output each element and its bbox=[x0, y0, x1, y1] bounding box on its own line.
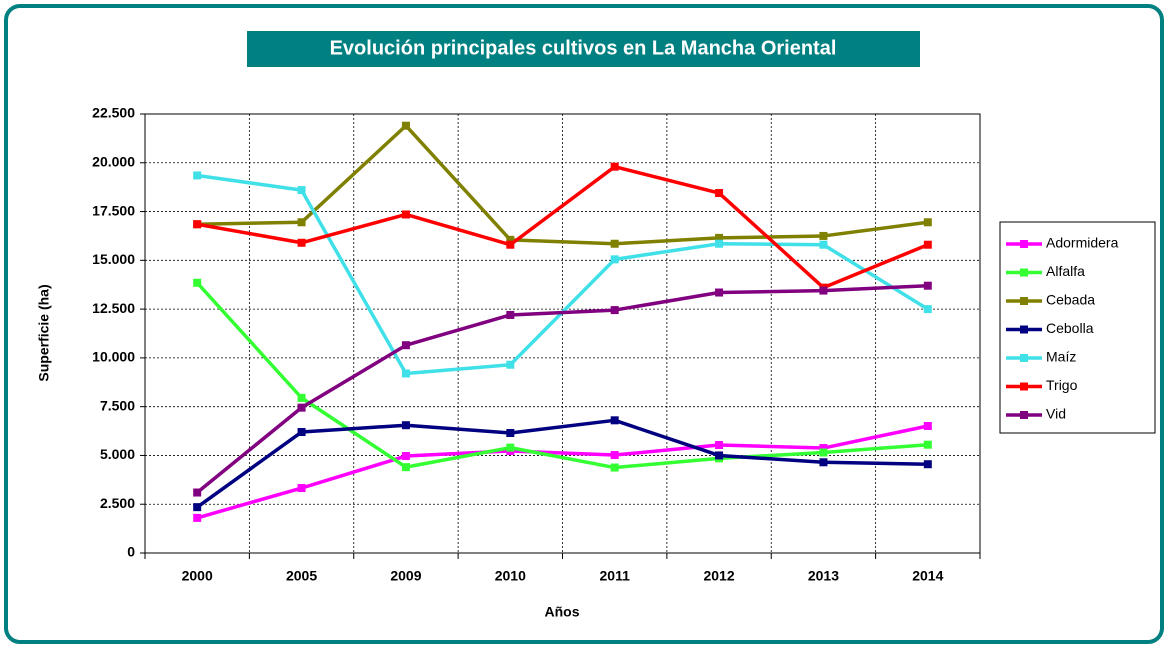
legend-label: Vid bbox=[1046, 406, 1066, 422]
legend-marker bbox=[1020, 240, 1028, 248]
legend-label: Cebolla bbox=[1046, 320, 1094, 336]
point bbox=[506, 235, 515, 244]
point bbox=[506, 429, 515, 438]
point bbox=[715, 239, 724, 248]
point bbox=[715, 233, 724, 242]
legend-marker bbox=[1020, 411, 1028, 419]
y-tick-label: 20.000 bbox=[92, 153, 135, 169]
x-axis-label: Años bbox=[545, 604, 580, 620]
y-tick-label: 15.000 bbox=[92, 251, 135, 267]
series-line bbox=[196, 424, 929, 520]
point bbox=[193, 503, 202, 512]
legend-label: Trigo bbox=[1046, 377, 1078, 393]
point bbox=[297, 218, 306, 227]
y-tick-label: 17.500 bbox=[92, 202, 135, 218]
x-tick-label: 2011 bbox=[600, 568, 631, 584]
point bbox=[610, 451, 619, 460]
point bbox=[297, 403, 306, 412]
point bbox=[923, 460, 932, 469]
x-tick-label: 2013 bbox=[808, 568, 839, 584]
x-tick-label: 2005 bbox=[286, 568, 317, 584]
series-line bbox=[196, 164, 929, 290]
x-tick-label: 2012 bbox=[703, 568, 734, 584]
point bbox=[715, 288, 724, 297]
point bbox=[819, 458, 828, 467]
y-tick-label: 5.000 bbox=[100, 446, 135, 462]
point bbox=[923, 218, 932, 227]
point bbox=[715, 441, 724, 450]
legend-label: Alfalfa bbox=[1046, 263, 1085, 279]
point bbox=[819, 444, 828, 453]
point bbox=[610, 306, 619, 315]
series-line bbox=[195, 281, 928, 470]
point bbox=[297, 428, 306, 437]
point bbox=[715, 189, 724, 198]
point bbox=[923, 240, 932, 249]
point bbox=[193, 171, 202, 180]
point bbox=[401, 210, 410, 219]
point bbox=[297, 393, 306, 402]
point bbox=[401, 421, 410, 430]
x-tick-label: 2014 bbox=[912, 568, 943, 584]
point bbox=[297, 186, 306, 195]
point bbox=[193, 488, 202, 497]
y-tick-label: 2.500 bbox=[100, 495, 135, 511]
x-tick-label: 2000 bbox=[182, 568, 213, 584]
y-axis-label: Superficie (ha) bbox=[36, 284, 52, 381]
legend-label: Maíz bbox=[1046, 349, 1076, 365]
point bbox=[923, 305, 932, 314]
point bbox=[610, 239, 619, 248]
series-line bbox=[196, 418, 928, 509]
point bbox=[193, 513, 202, 522]
point bbox=[819, 448, 828, 457]
point bbox=[610, 463, 619, 472]
legend-marker bbox=[1020, 382, 1028, 391]
point bbox=[819, 240, 828, 249]
x-tick-label: 2010 bbox=[495, 568, 526, 584]
point bbox=[401, 452, 410, 461]
point bbox=[819, 231, 828, 240]
point bbox=[401, 121, 410, 130]
point bbox=[610, 255, 619, 264]
legend-label: Adormidera bbox=[1046, 235, 1119, 251]
point bbox=[506, 310, 515, 319]
y-tick-label: 7.500 bbox=[100, 397, 135, 413]
point bbox=[506, 240, 515, 249]
legend-marker bbox=[1020, 297, 1028, 305]
point bbox=[297, 238, 306, 247]
y-tick-label: 10.000 bbox=[92, 349, 135, 365]
point bbox=[506, 360, 515, 369]
legend-marker bbox=[1020, 268, 1028, 277]
x-tick-label: 2009 bbox=[390, 568, 421, 584]
point bbox=[819, 286, 828, 295]
chart-title: Evolución principales cultivos en La Man… bbox=[330, 37, 837, 59]
point bbox=[610, 416, 619, 425]
point bbox=[923, 281, 932, 290]
point bbox=[297, 484, 306, 493]
point bbox=[193, 278, 202, 287]
point bbox=[401, 341, 410, 350]
y-tick-label: 12.500 bbox=[92, 300, 135, 316]
point bbox=[923, 421, 932, 430]
point bbox=[193, 220, 202, 229]
title-box bbox=[247, 31, 920, 67]
point bbox=[401, 463, 410, 472]
legend-marker bbox=[1020, 354, 1028, 362]
y-tick-label: 22.500 bbox=[92, 105, 135, 121]
point bbox=[715, 451, 724, 460]
point bbox=[610, 162, 619, 171]
point bbox=[401, 369, 410, 378]
point bbox=[923, 440, 932, 449]
legend-label: Cebada bbox=[1046, 292, 1095, 308]
point bbox=[506, 443, 515, 452]
series-line bbox=[196, 283, 928, 494]
series-line bbox=[197, 123, 929, 246]
legend-marker bbox=[1020, 325, 1028, 334]
y-tick-label: 0 bbox=[127, 544, 135, 560]
